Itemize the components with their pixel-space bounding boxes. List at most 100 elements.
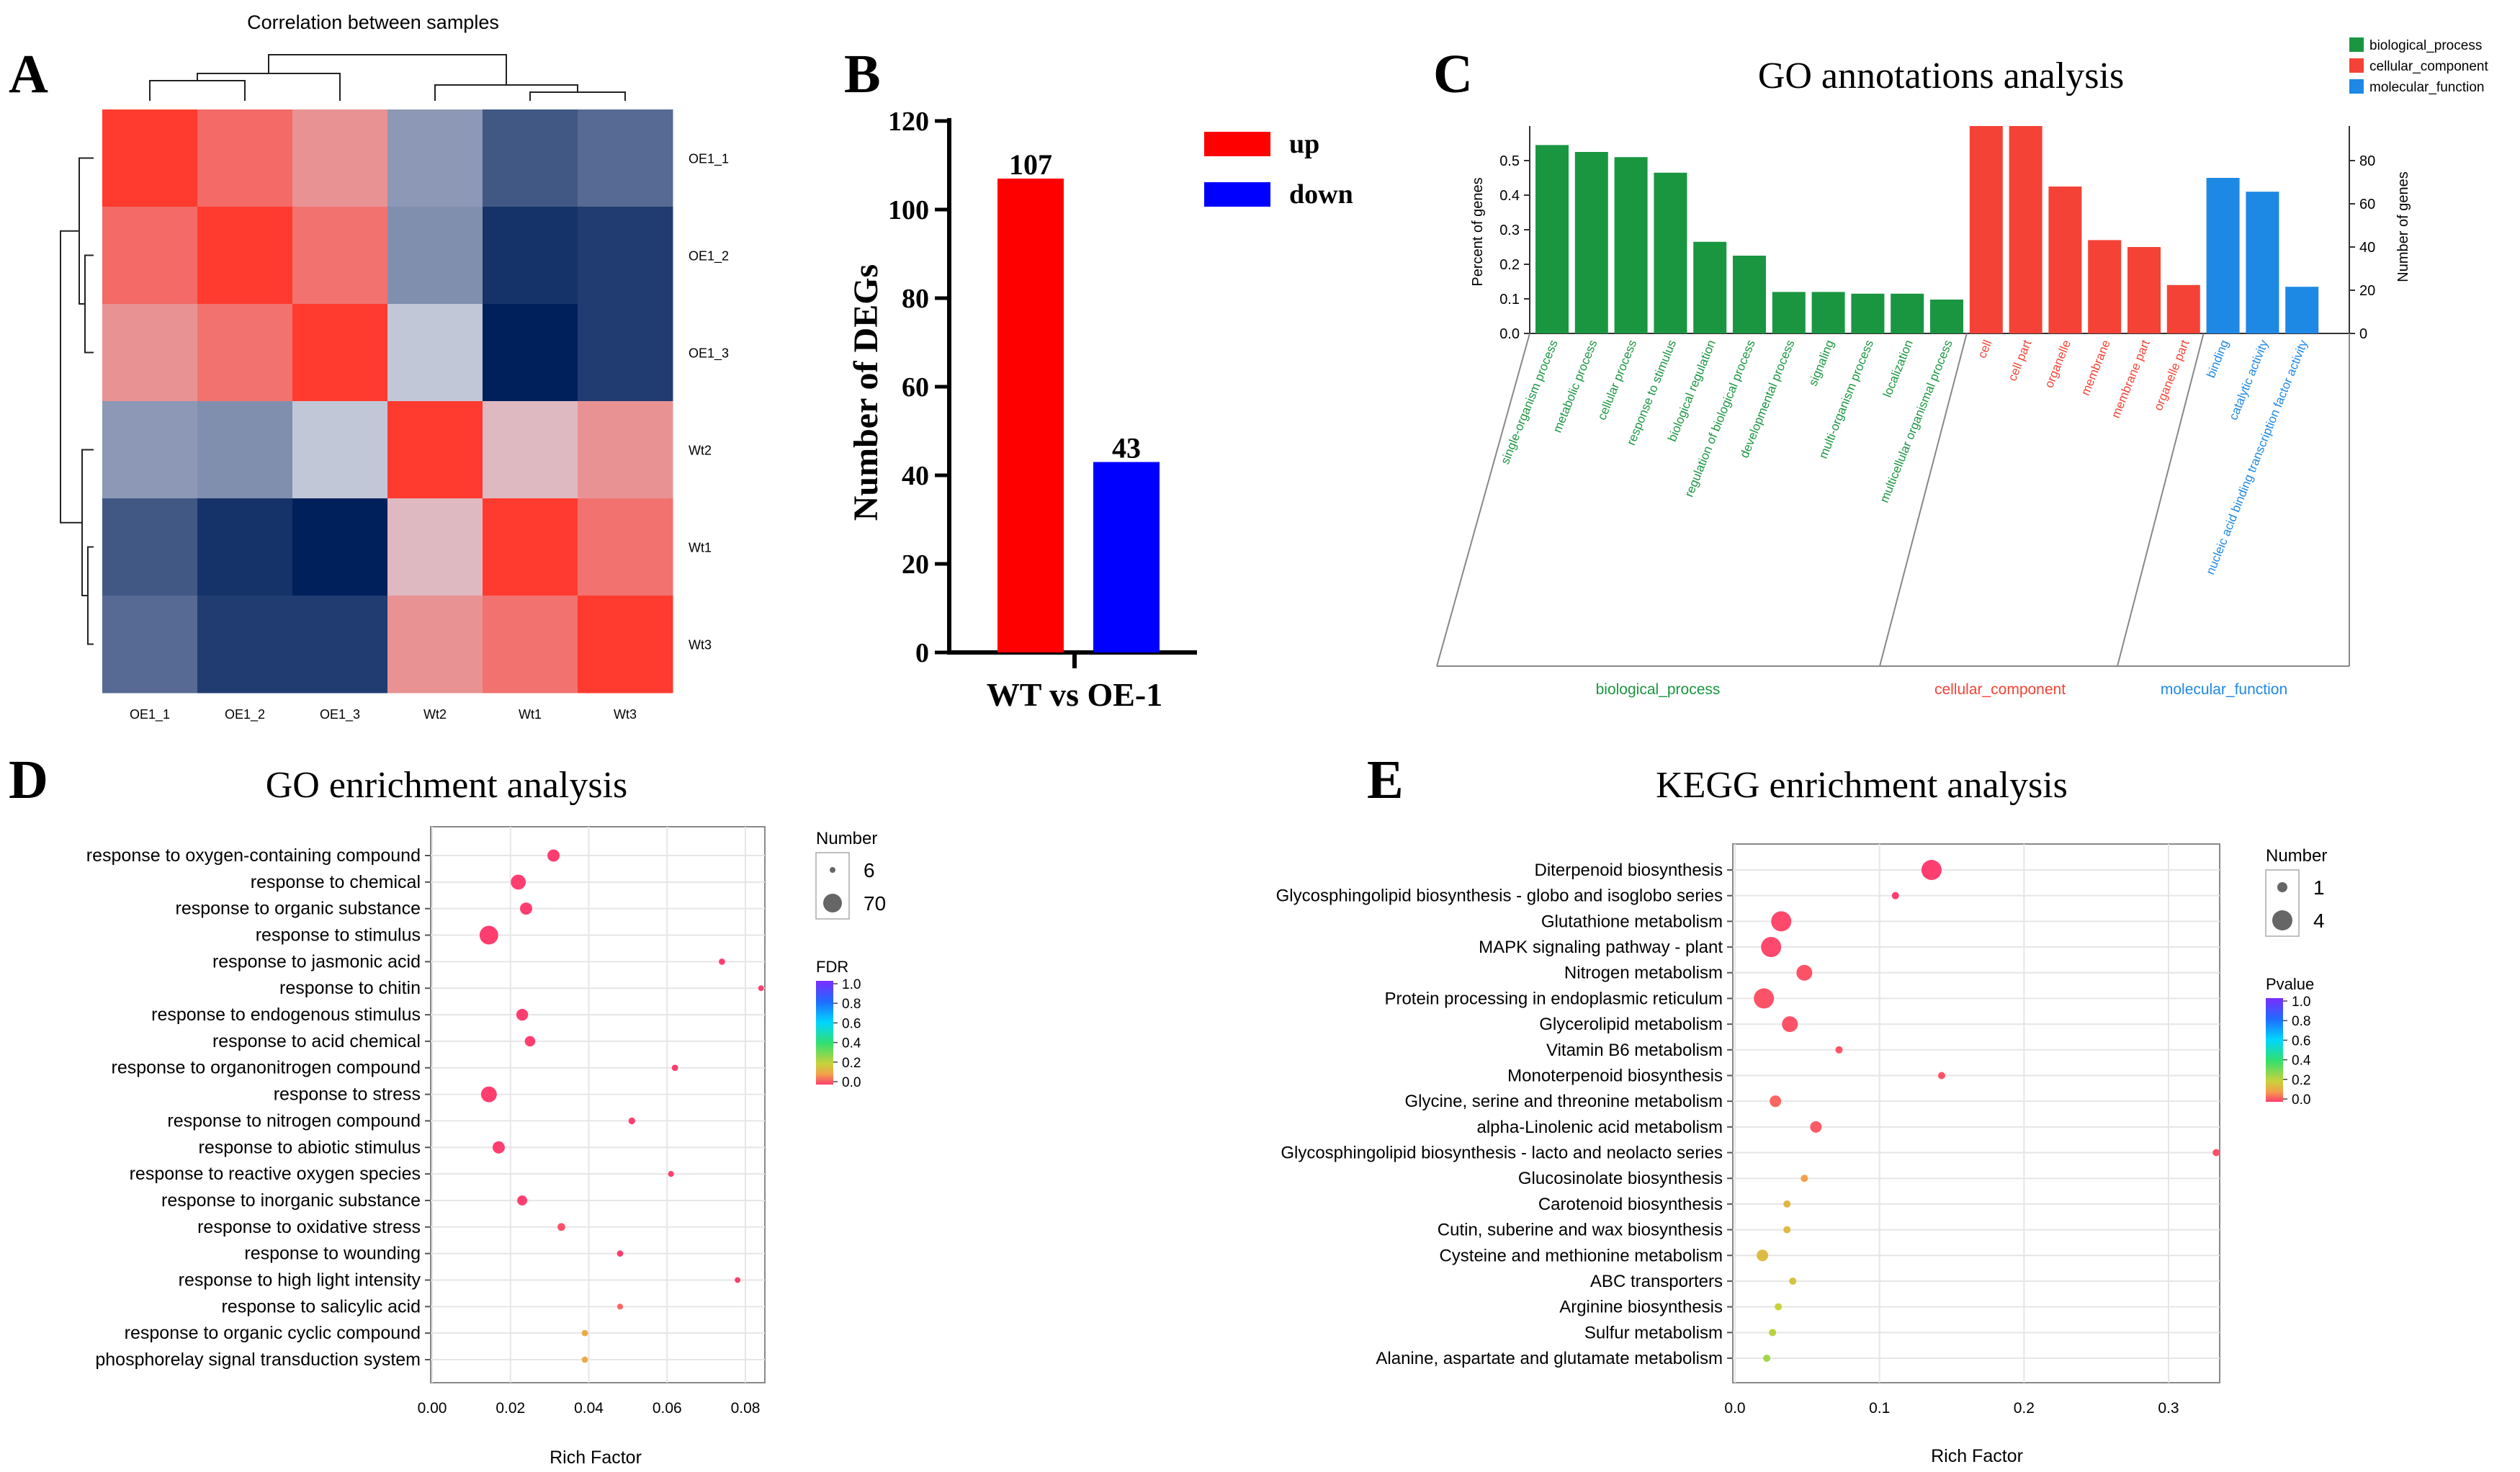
heatmap-cell <box>197 109 293 207</box>
go-enrich-x-tick-label: 0.00 <box>418 1400 447 1417</box>
kegg-enrich-size-legend-label: 1 <box>2313 876 2325 899</box>
dendrogram-branch <box>197 73 341 101</box>
kegg-enrich-point <box>1782 1016 1798 1033</box>
heatmap-correlation: Correlation between samples OE1_1 OE1_2 OE… <box>60 12 729 722</box>
go-enrich-point <box>480 1086 497 1103</box>
kegg-enrich-term-label: Monoterpenoid biosynthesis <box>1507 1066 1723 1085</box>
heatmap-cell <box>483 304 578 402</box>
kegg-enrich-point <box>1754 988 1775 1009</box>
go-enrich-plot-frame <box>430 826 766 1383</box>
go-right-tick-label: 0 <box>2359 326 2367 342</box>
kegg-enrich-term-label: Glycosphingolipid biosynthesis - globo a… <box>1276 887 1723 906</box>
go-annotation-left-axis-label: Percent of genes <box>1470 177 1486 286</box>
go-enrichment-chart: GO enrichment analysis Rich Factor 0.00 0… <box>86 765 886 1468</box>
go-enrich-color-tick-label: 0.2 <box>842 1056 861 1071</box>
go-term-label: membrane <box>2079 338 2113 397</box>
heatmap-cell <box>387 401 483 499</box>
legend-swatch-down <box>1204 182 1270 207</box>
kegg-enrich-point <box>1789 1277 1797 1285</box>
go-bar-multi-organism-process <box>1851 293 1885 333</box>
go-enrich-x-tick-label: 0.04 <box>574 1400 604 1417</box>
go-right-tick-label: 60 <box>2359 197 2375 212</box>
kegg-enrich-point <box>1775 1303 1783 1311</box>
kegg-enrich-point <box>1921 860 1942 880</box>
kegg-enrich-point <box>1783 1200 1791 1208</box>
heatmap-cell <box>483 109 578 207</box>
dendrogram-branch <box>87 546 94 645</box>
heatmap-cell <box>578 596 673 694</box>
go-bar-developmental-process <box>1772 292 1806 333</box>
go-group-separator <box>2117 333 2205 667</box>
kegg-enrich-point <box>1757 1249 1769 1262</box>
heatmap-cell <box>102 401 198 499</box>
deg-y-tick-label: 60 <box>902 372 929 403</box>
kegg-enrich-point <box>1771 911 1792 932</box>
go-enrich-term-label: response to oxidative stress <box>197 1217 421 1237</box>
kegg-enrich-point <box>1769 1329 1777 1337</box>
heatmap-cell <box>483 498 578 596</box>
go-enrich-term-label: response to inorganic substance <box>161 1190 421 1211</box>
panel-letter-c: C <box>1433 44 1473 104</box>
kegg-enrich-term-label: Nitrogen metabolism <box>1564 964 1723 983</box>
panel-letter-d: D <box>9 750 48 810</box>
go-enrich-color-legend-title: FDR <box>816 958 848 976</box>
kegg-enrich-term-label: Arginine biosynthesis <box>1559 1298 1723 1317</box>
go-enrich-point <box>520 902 532 915</box>
go-enrich-term-label: response to acid chemical <box>212 1031 421 1051</box>
dendrogram-branch <box>84 254 94 354</box>
go-enrich-term-label: response to high light intensity <box>179 1270 421 1290</box>
deg-x-axis-label: WT vs OE-1 <box>987 676 1163 713</box>
kegg-enrich-color-tick-label: 0.4 <box>2292 1054 2311 1069</box>
kegg-enrich-term-label: Vitamin B6 metabolism <box>1546 1041 1723 1060</box>
go-bar-localization <box>1891 293 1924 333</box>
go-bar-organelle <box>2048 187 2082 333</box>
go-term-label: cell <box>1975 338 1994 360</box>
go-enrich-term-label: phosphorelay signal transduction system <box>95 1350 421 1370</box>
heatmap-cell <box>578 109 673 207</box>
kegg-enrich-point <box>1761 937 1782 958</box>
panel-letter-a: A <box>9 44 48 104</box>
go-term-label: cellular process <box>1595 338 1639 422</box>
go-legend-label: biological_process <box>2369 38 2482 53</box>
kegg-enrich-term-label: Diterpenoid biosynthesis <box>1535 861 1723 880</box>
heatmap-row-label: OE1_1 <box>689 152 729 167</box>
go-enrich-point <box>517 1195 527 1206</box>
kegg-enrich-term-label: Glycosphingolipid biosynthesis - lacto a… <box>1281 1144 1723 1163</box>
go-enrich-color-tick-label: 0.6 <box>842 1016 861 1031</box>
go-legend-label: molecular_function <box>2369 80 2484 95</box>
panel-letter-e: E <box>1367 750 1404 810</box>
legend-label-up: up <box>1289 129 1319 159</box>
go-enrich-point <box>628 1117 635 1125</box>
deg-bar-up <box>997 178 1064 652</box>
go-term-label: catalytic activity <box>2226 338 2271 422</box>
go-enrich-x-tick-label: 0.06 <box>653 1400 682 1417</box>
heatmap-cell <box>578 498 673 596</box>
go-enrich-color-tick-label: 0.8 <box>842 997 861 1012</box>
kegg-enrich-point <box>1763 1355 1771 1362</box>
go-enrich-size-legend-large <box>823 894 842 912</box>
go-enrich-term-label: response to stimulus <box>256 925 421 946</box>
heatmap-cell <box>387 304 483 402</box>
deg-y-tick-label: 80 <box>902 284 929 314</box>
heatmap-cell <box>292 109 388 207</box>
go-enrich-term-label: response to organonitrogen compound <box>112 1058 421 1078</box>
kegg-enrich-color-bar <box>2266 998 2283 1102</box>
kegg-enrich-color-legend-title: Pvalue <box>2266 975 2314 993</box>
go-enrich-term-label: response to chemical <box>251 872 421 892</box>
go-enrich-term-label: response to chitin <box>279 978 421 998</box>
go-enrich-term-label: response to abiotic stimulus <box>199 1137 421 1157</box>
go-enrich-term-label: response to stress <box>274 1085 421 1105</box>
heatmap-cell <box>483 596 578 694</box>
go-term-label: single-organism process <box>1498 338 1561 466</box>
heatmap-row-label: Wt3 <box>689 638 712 652</box>
go-enrich-point <box>616 1303 624 1310</box>
deg-y-tick-label: 100 <box>888 195 929 225</box>
heatmap-cell <box>197 207 293 305</box>
panel-letter-b: B <box>844 44 881 104</box>
heatmap-cell <box>578 207 673 305</box>
go-term-label: regulation of biological process <box>1682 338 1758 499</box>
go-annotation-title: GO annotations analysis <box>1758 55 2124 97</box>
deg-y-tick-label: 0 <box>915 638 929 668</box>
go-term-label: cell part <box>2005 338 2034 383</box>
go-group-separator <box>1436 333 1530 667</box>
